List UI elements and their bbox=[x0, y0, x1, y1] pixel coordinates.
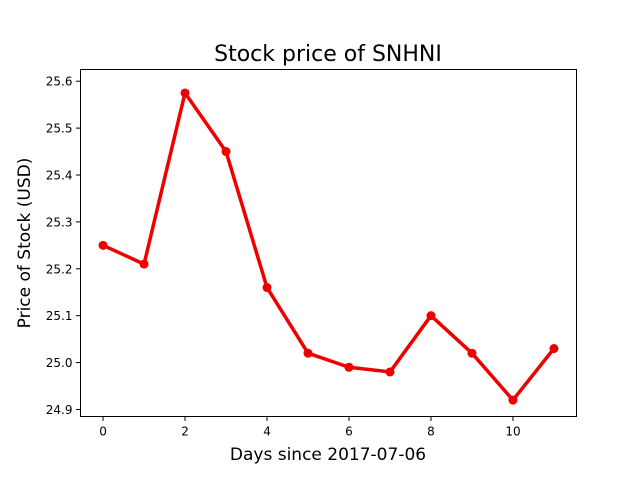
plot-frame bbox=[80, 69, 577, 417]
y-tick-label: 25.5 bbox=[46, 122, 73, 136]
data-point bbox=[508, 395, 518, 405]
data-point bbox=[98, 240, 108, 250]
x-tick-label: 8 bbox=[427, 425, 435, 439]
data-point bbox=[467, 348, 477, 358]
data-point bbox=[426, 311, 436, 321]
y-tick-label: 25.0 bbox=[46, 356, 73, 370]
x-axis-label: Days since 2017-07-06 bbox=[230, 445, 426, 465]
x-tick-label: 10 bbox=[505, 425, 520, 439]
y-tick-label: 24.9 bbox=[46, 403, 73, 417]
series-line bbox=[101, 91, 556, 402]
chart-title: Stock price of SNHNI bbox=[214, 42, 442, 67]
y-tick-label: 25.2 bbox=[46, 262, 73, 276]
x-axis: 0 2 4 6 8 10 bbox=[99, 416, 521, 439]
y-tick-label: 25.1 bbox=[46, 309, 73, 323]
data-point bbox=[180, 88, 190, 98]
y-axis-label: Price of Stock (USD) bbox=[15, 158, 35, 329]
y-tick-label: 25.4 bbox=[46, 169, 73, 183]
x-tick-label: 2 bbox=[181, 425, 189, 439]
data-point bbox=[303, 348, 313, 358]
data-point bbox=[262, 283, 272, 293]
x-tick-label: 4 bbox=[263, 425, 271, 439]
y-tick-label: 25.3 bbox=[46, 215, 73, 229]
x-tick-label: 0 bbox=[99, 425, 107, 439]
y-axis: 24.9 25.0 25.1 25.2 25.3 25.4 25.5 25.6 bbox=[46, 75, 81, 417]
series-layer bbox=[98, 88, 559, 405]
y-tick-label: 25.6 bbox=[46, 75, 73, 89]
data-point bbox=[344, 362, 354, 372]
data-point bbox=[139, 259, 149, 269]
data-point bbox=[221, 147, 231, 157]
data-point bbox=[385, 367, 395, 377]
data-point bbox=[549, 344, 559, 354]
x-tick-label: 6 bbox=[345, 425, 353, 439]
